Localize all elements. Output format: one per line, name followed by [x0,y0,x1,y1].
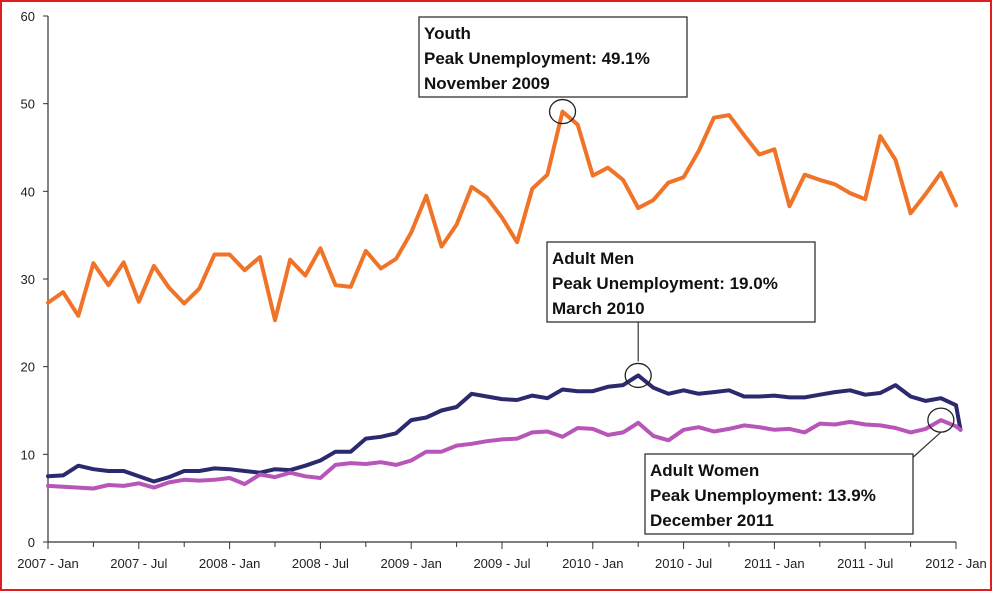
annotation-text-youth: Peak Unemployment: 49.1% [424,49,650,68]
annotation-text-adult-women: December 2011 [650,511,774,530]
x-tick-label: 2008 - Jul [292,556,349,571]
y-tick-label: 40 [21,184,35,199]
annotation-text-adult-women: Peak Unemployment: 13.9% [650,486,876,505]
annotation-text-adult-women: Adult Women [650,461,759,480]
y-tick-label: 20 [21,360,35,375]
x-tick-label: 2010 - Jul [655,556,712,571]
x-tick-label: 2009 - Jul [473,556,530,571]
x-tick-label: 2007 - Jan [17,556,78,571]
y-tick-label: 0 [28,535,35,550]
series-line-adult-women [46,418,963,491]
x-tick-label: 2011 - Jul [837,556,893,571]
peak-circle-adult-men [624,362,652,389]
x-tick-label: 2009 - Jan [380,556,441,571]
peak-circle-youth [548,98,577,125]
y-tick-label: 10 [21,447,35,462]
annotation-text-adult-men: Peak Unemployment: 19.0% [552,274,778,293]
annotation-text-adult-men: Adult Men [552,249,634,268]
peak-circle-adult-women [927,407,955,433]
annotation-box-youth [418,16,688,98]
x-tick-label: 2007 - Jul [110,556,167,571]
annotation-text-youth: November 2009 [424,74,550,93]
y-tick-label: 30 [21,272,35,287]
annotation-box-adult-men [546,241,816,323]
x-tick-label: 2011 - Jan [744,556,804,571]
annotation-connector-adult-women [909,431,942,461]
annotation-text-adult-men: March 2010 [552,299,645,318]
annotation-box-adult-women [644,453,914,535]
series-line-adult-men [46,373,963,484]
x-tick-label: 2010 - Jan [562,556,623,571]
y-tick-label: 50 [21,97,35,112]
x-tick-label: 2008 - Jan [199,556,260,571]
annotation-text-youth: Youth [424,24,471,43]
x-tick-label: 2012 - Jan [925,556,986,571]
y-tick-label: 60 [21,9,35,24]
series-line-youth [46,109,958,323]
